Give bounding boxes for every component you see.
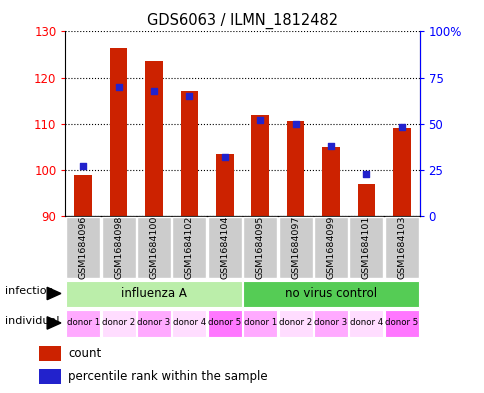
Bar xyxy=(66,281,242,307)
Bar xyxy=(101,217,136,278)
Point xyxy=(326,143,334,149)
Text: GSM1684098: GSM1684098 xyxy=(114,216,123,279)
Text: donor 1: donor 1 xyxy=(243,318,276,327)
Polygon shape xyxy=(47,287,61,299)
Text: GSM1684103: GSM1684103 xyxy=(396,216,406,279)
Text: GSM1684099: GSM1684099 xyxy=(326,216,335,279)
Point xyxy=(79,163,87,169)
Point xyxy=(362,171,369,177)
Bar xyxy=(136,217,171,278)
Point xyxy=(220,154,228,160)
Bar xyxy=(39,346,60,361)
Text: donor 3: donor 3 xyxy=(314,318,347,327)
Bar xyxy=(74,174,92,216)
Bar xyxy=(66,310,100,336)
Bar xyxy=(392,129,410,216)
Bar xyxy=(39,369,60,384)
Point xyxy=(185,93,193,99)
Bar xyxy=(66,217,100,278)
Point xyxy=(150,87,157,94)
Text: count: count xyxy=(68,347,101,360)
Bar xyxy=(286,121,304,216)
Text: donor 2: donor 2 xyxy=(102,318,135,327)
Bar xyxy=(348,217,383,278)
Point xyxy=(397,124,405,130)
Text: individual: individual xyxy=(5,316,60,326)
Bar xyxy=(251,114,269,216)
Bar xyxy=(357,184,375,216)
Text: no virus control: no virus control xyxy=(285,286,376,300)
Text: infection: infection xyxy=(5,286,54,296)
Bar xyxy=(172,217,206,278)
Bar xyxy=(180,92,198,216)
Text: donor 4: donor 4 xyxy=(349,318,382,327)
Text: percentile rank within the sample: percentile rank within the sample xyxy=(68,370,267,383)
Text: GSM1684102: GSM1684102 xyxy=(184,216,194,279)
Text: donor 5: donor 5 xyxy=(208,318,241,327)
Polygon shape xyxy=(47,317,61,329)
Text: GSM1684097: GSM1684097 xyxy=(290,216,300,279)
Point xyxy=(114,84,122,90)
Bar xyxy=(207,217,242,278)
Text: GSM1684096: GSM1684096 xyxy=(78,216,88,279)
Text: donor 2: donor 2 xyxy=(278,318,312,327)
Text: donor 1: donor 1 xyxy=(66,318,100,327)
Bar xyxy=(136,310,171,336)
Bar xyxy=(207,310,242,336)
Bar xyxy=(384,310,418,336)
Bar xyxy=(101,310,136,336)
Text: donor 4: donor 4 xyxy=(172,318,206,327)
Bar xyxy=(109,48,127,216)
Bar xyxy=(242,217,277,278)
Bar xyxy=(313,217,348,278)
Text: donor 5: donor 5 xyxy=(384,318,418,327)
Point xyxy=(256,117,263,123)
Bar xyxy=(313,310,348,336)
Text: donor 3: donor 3 xyxy=(137,318,170,327)
Text: GSM1684101: GSM1684101 xyxy=(361,216,370,279)
Point xyxy=(291,121,299,127)
Bar xyxy=(384,217,418,278)
Text: GSM1684100: GSM1684100 xyxy=(149,216,158,279)
Bar xyxy=(321,147,339,216)
Title: GDS6063 / ILMN_1812482: GDS6063 / ILMN_1812482 xyxy=(147,13,337,29)
Text: GSM1684095: GSM1684095 xyxy=(255,216,264,279)
Bar xyxy=(145,61,163,216)
Text: influenza A: influenza A xyxy=(121,286,186,300)
Bar xyxy=(278,310,312,336)
Bar xyxy=(278,217,312,278)
Bar xyxy=(242,310,277,336)
Text: GSM1684104: GSM1684104 xyxy=(220,216,229,279)
Bar xyxy=(172,310,206,336)
Bar xyxy=(215,154,233,216)
Bar xyxy=(348,310,383,336)
Bar xyxy=(242,281,418,307)
